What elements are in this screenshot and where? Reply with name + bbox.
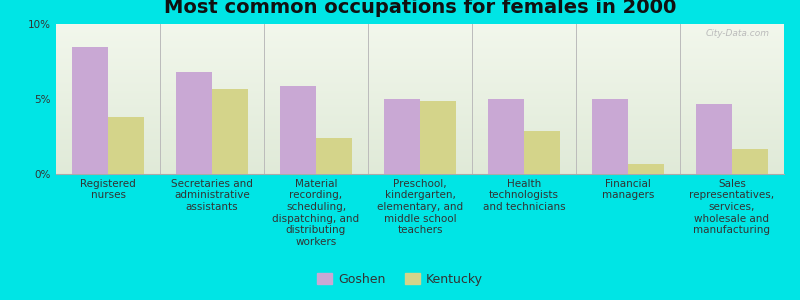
Bar xyxy=(592,99,628,174)
Bar xyxy=(420,100,456,174)
Legend: Goshen, Kentucky: Goshen, Kentucky xyxy=(312,268,488,291)
Bar xyxy=(108,117,145,174)
Bar xyxy=(524,130,560,174)
Bar xyxy=(72,46,108,174)
Title: Most common occupations for females in 2000: Most common occupations for females in 2… xyxy=(164,0,676,17)
Bar xyxy=(212,88,248,174)
Text: City-Data.com: City-Data.com xyxy=(706,28,770,38)
Bar xyxy=(628,164,664,174)
Bar xyxy=(696,103,732,174)
Bar xyxy=(280,85,316,174)
Bar xyxy=(732,148,768,174)
Bar xyxy=(176,72,212,174)
Bar xyxy=(316,138,352,174)
Bar xyxy=(488,99,524,174)
Bar xyxy=(384,99,420,174)
